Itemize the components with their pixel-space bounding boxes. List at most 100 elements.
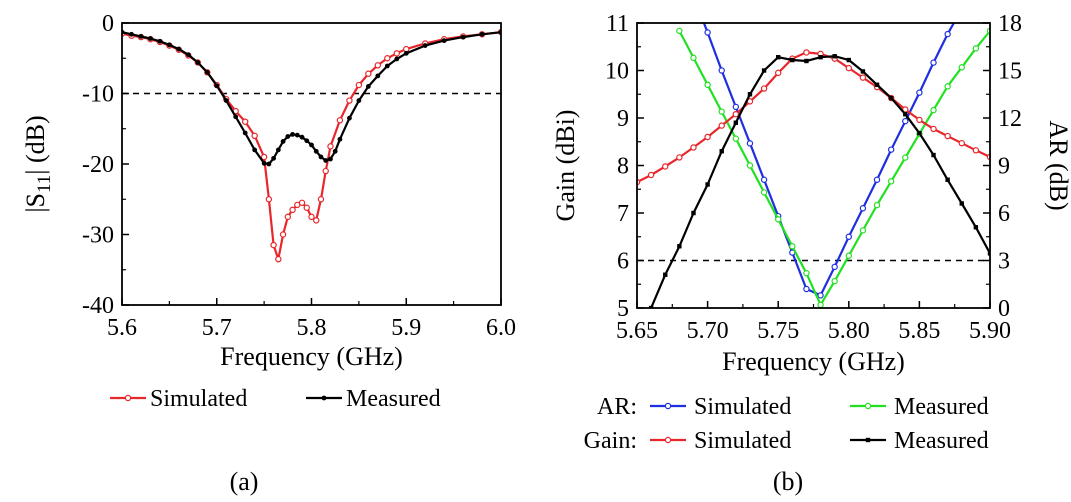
y-tick-label-b-0: 5 bbox=[617, 296, 629, 322]
series-a-measured-point-17 bbox=[271, 155, 276, 161]
series-a-simulated-point-35 bbox=[384, 55, 391, 62]
legend-a-measured-label: Measured bbox=[346, 386, 441, 412]
series-a-simulated-point-25 bbox=[308, 213, 315, 221]
x-tick-label-b-4: 5.85 bbox=[898, 318, 940, 344]
series-b-gain-measured-point-22 bbox=[959, 201, 964, 206]
series-b-ar-measured-point-18 bbox=[930, 106, 937, 114]
series-b-ar-simulated-point-2 bbox=[704, 29, 711, 36]
series-b-ar-measured-point-10 bbox=[817, 301, 824, 308]
legend-b-ar-measured-sample-marker bbox=[864, 402, 872, 410]
series-b-gain-measured-point-7 bbox=[747, 92, 753, 97]
series-a-measured-point-13 bbox=[242, 130, 248, 136]
series-b-ar-simulated-point-11 bbox=[831, 263, 838, 271]
series-b-gain-measured-point-16 bbox=[874, 82, 880, 87]
series-a-simulated-point-20 bbox=[284, 213, 292, 221]
series-b-gain-measured bbox=[648, 54, 990, 308]
series-b-ar-simulated-point-12 bbox=[845, 233, 853, 240]
y-tick-label-b-4: 9 bbox=[617, 106, 629, 132]
series-b-gain-measured-point-1 bbox=[663, 272, 668, 277]
series-a-measured-point-5 bbox=[166, 42, 172, 48]
series-b-gain-simulated-point-10 bbox=[775, 69, 782, 77]
chart-a: 5.6 5.7 5.8 5.9 6.0 -40 -30 -20 -10 0 Frequency (G… bbox=[21, 11, 516, 496]
series-b-ar-measured-point-21 bbox=[972, 45, 980, 52]
legend-b-row-label-0: AR: bbox=[597, 394, 637, 420]
series-a-measured-point-37 bbox=[394, 56, 400, 62]
panel-label-b: (b) bbox=[773, 467, 803, 496]
series-a-measured-point-27 bbox=[318, 154, 324, 160]
series-a-measured-point-36 bbox=[384, 63, 390, 69]
series-a-simulated-point-19 bbox=[279, 231, 287, 238]
series-b-gain-measured-point-12 bbox=[818, 55, 823, 60]
x-tick-label-b-2: 5.75 bbox=[757, 318, 799, 344]
series-a-measured bbox=[122, 29, 501, 167]
series-b-gain-measured-point-4 bbox=[705, 182, 710, 187]
y-right-tick-label-b-2: 6 bbox=[998, 201, 1010, 227]
series-b-gain-measured-point-24 bbox=[987, 251, 990, 256]
series-a-measured-point-33 bbox=[356, 98, 362, 103]
series-b-ar-simulated-point-4 bbox=[732, 103, 740, 111]
y-tick-label-b-3: 8 bbox=[617, 154, 629, 180]
x-tick-label-a-4: 6.0 bbox=[486, 315, 516, 341]
series-b-ar-measured-point-15 bbox=[887, 178, 895, 185]
series-a-simulated-point-36 bbox=[393, 50, 400, 57]
x-tick-label-b-1: 5.70 bbox=[687, 318, 729, 344]
series-b-gain-measured-point-6 bbox=[733, 120, 739, 125]
y-tick-label-b-2: 7 bbox=[617, 201, 629, 227]
series-b-gain-measured-point-13 bbox=[832, 54, 837, 59]
x-axis-title-a: Frequency (GHz) bbox=[220, 342, 403, 371]
series-b-ar-simulated-line bbox=[702, 23, 956, 297]
series-a-simulated-point-32 bbox=[355, 81, 363, 89]
series-b-gain-simulated-point-15 bbox=[845, 64, 853, 72]
series-b-ar-simulated-point-10 bbox=[817, 292, 824, 299]
series-b-gain-simulated-point-21 bbox=[930, 125, 937, 133]
series-b-gain-measured-point-18 bbox=[903, 112, 908, 117]
series-a-simulated-point-21 bbox=[289, 206, 296, 214]
y-right-tick-label-b-3: 9 bbox=[998, 154, 1010, 180]
series-b-ar-simulated-point-9 bbox=[803, 285, 810, 293]
series-b-gain-simulated-point-20 bbox=[916, 116, 923, 124]
series-b-gain-simulated-point-22 bbox=[944, 132, 951, 140]
series-a-simulated-point-23 bbox=[298, 199, 306, 206]
y-right-tick-label-b-5: 15 bbox=[998, 59, 1022, 85]
y-axis-title-a: |S11| (dB) bbox=[21, 115, 55, 212]
series-b-ar-measured-point-16 bbox=[902, 154, 909, 161]
series-a-measured-point-14 bbox=[252, 147, 258, 153]
series-b-gain-simulated-point-7 bbox=[732, 110, 740, 118]
series-a-measured-point-8 bbox=[195, 60, 201, 65]
legend-b-ar-simulated-label: Simulated bbox=[694, 394, 791, 420]
series-a-measured-point-9 bbox=[204, 69, 210, 75]
series-a-measured-point-16 bbox=[266, 161, 272, 167]
series-b-ar-simulated-point-5 bbox=[746, 140, 754, 147]
series-a-measured-point-2 bbox=[138, 33, 144, 39]
x-tick-label-a-3: 5.9 bbox=[391, 315, 421, 341]
series-b-ar-measured-point-7 bbox=[775, 216, 782, 223]
series-b-ar-simulated-point-13 bbox=[859, 205, 867, 212]
series-a-measured-point-38 bbox=[403, 50, 409, 56]
series-a-measured-point-15 bbox=[261, 160, 267, 166]
series-b-ar-simulated-point-3 bbox=[718, 67, 725, 74]
series-b-ar-measured-point-12 bbox=[845, 252, 853, 259]
x-tick-label-a-1: 5.7 bbox=[202, 315, 232, 341]
legend-a-measured-sample-marker bbox=[321, 395, 327, 401]
series-a-measured-point-24 bbox=[304, 138, 310, 144]
series-b-gain-measured-point-21 bbox=[945, 177, 950, 182]
y-tick-label-a-2: -20 bbox=[82, 152, 114, 178]
series-a-measured-point-32 bbox=[347, 115, 352, 121]
y-axis-title-b: Gain (dBi) bbox=[551, 110, 580, 222]
x-tick-label-a-0: 5.6 bbox=[107, 315, 137, 341]
series-b-gain-measured-point-14 bbox=[846, 57, 851, 63]
series-b-gain-simulated-point-6 bbox=[718, 122, 725, 129]
series-a-measured-point-21 bbox=[290, 131, 295, 137]
series-b-gain-measured-point-17 bbox=[888, 95, 894, 101]
series-b-ar-simulated bbox=[702, 23, 956, 299]
series-a-measured-point-4 bbox=[157, 38, 163, 44]
series-b-ar-measured-point-0 bbox=[676, 27, 683, 35]
series-a-simulated-point-29 bbox=[327, 143, 334, 150]
series-a-simulated-point-34 bbox=[374, 62, 382, 69]
series-b-ar-simulated-point-16 bbox=[902, 117, 909, 125]
y-axis-title-a-subscript: 11 bbox=[34, 175, 55, 193]
legend-b-ar-measured-label: Measured bbox=[894, 394, 989, 420]
x-tick-label-a-2: 5.8 bbox=[297, 315, 327, 341]
series-b-ar-measured-point-5 bbox=[746, 162, 754, 169]
